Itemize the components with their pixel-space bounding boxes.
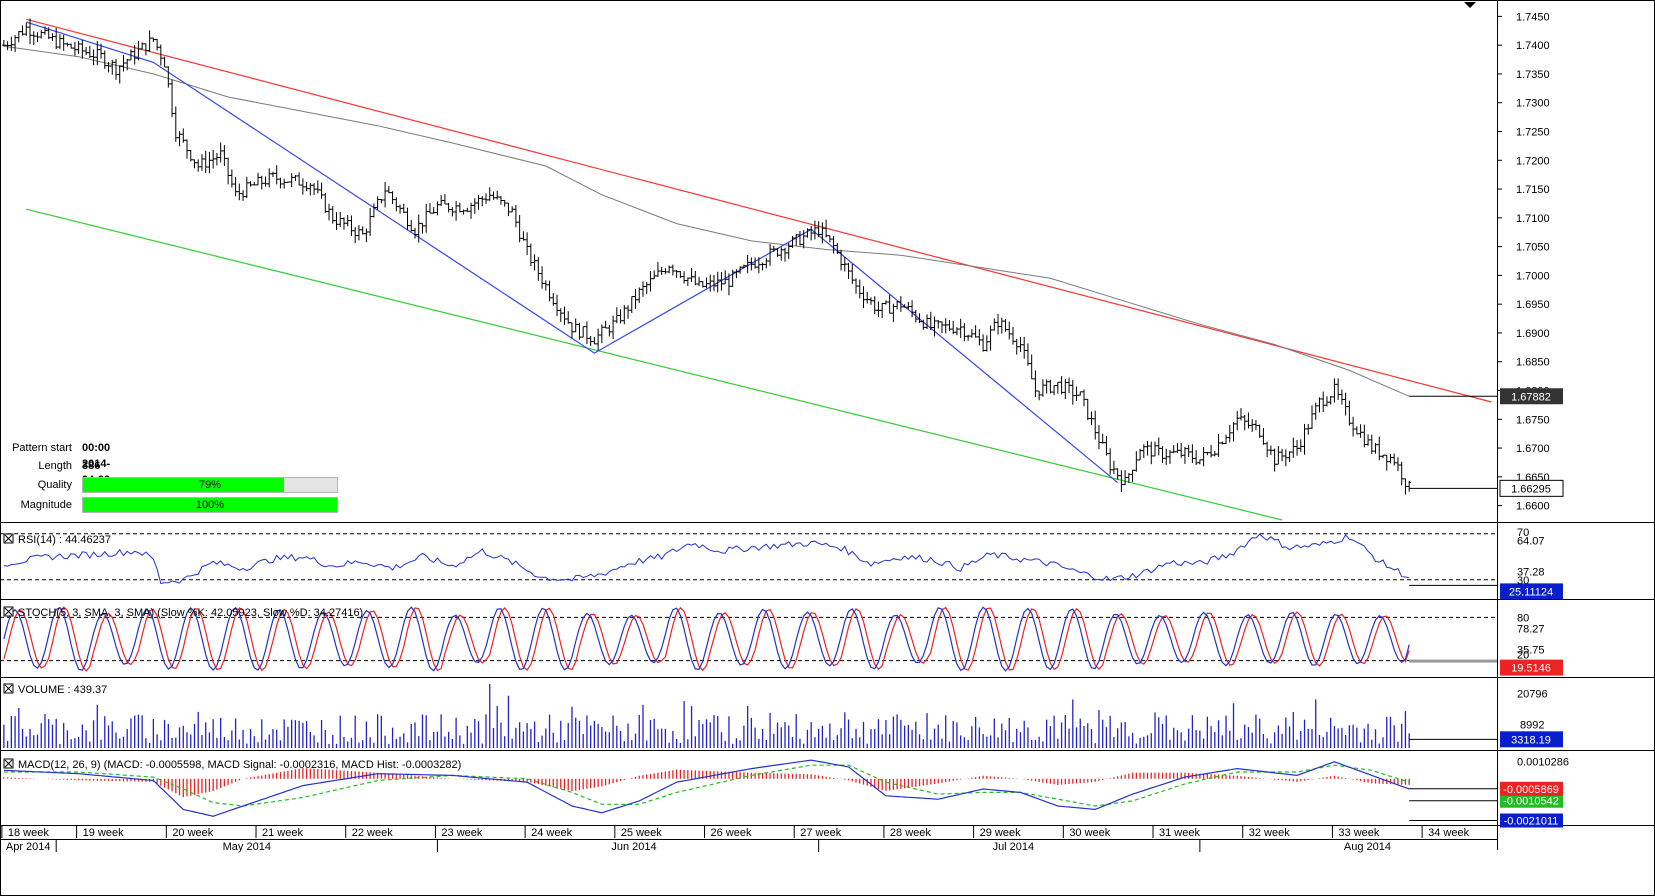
close-icon-stroke xyxy=(4,684,13,693)
magnitude-bar: 100% xyxy=(82,497,338,513)
week-label: 22 week xyxy=(352,827,393,839)
pattern-magnitude-label: Magnitude xyxy=(20,499,72,511)
month-label: May 2014 xyxy=(223,841,271,853)
price-tick-label: 1.6900 xyxy=(1516,328,1550,340)
macd-tick-label: 0.0010286 xyxy=(1517,756,1569,768)
price-bars xyxy=(1,18,1412,495)
rsi-tick-label: 64.07 xyxy=(1517,536,1545,548)
stoch-tick-label: 20 xyxy=(1517,650,1529,662)
rsi-tick-label: 70 xyxy=(1517,527,1529,539)
macd-line xyxy=(3,759,1410,817)
month-label: Aug 2014 xyxy=(1344,841,1391,853)
stoch-d-line xyxy=(3,606,1410,672)
month-label: Jun 2014 xyxy=(611,841,656,853)
volume-bars xyxy=(3,683,1410,748)
price-tick-label: 1.7100 xyxy=(1516,213,1550,225)
price-tick-label: 1.7400 xyxy=(1516,40,1550,52)
volume-tick-label: 20796 xyxy=(1517,689,1548,701)
quality-bar: 79% xyxy=(82,477,338,493)
macd-histogram xyxy=(3,768,1410,798)
macd-signal-line xyxy=(3,764,1410,807)
quality-value: 79% xyxy=(198,479,222,491)
price-tick-label: 1.6600 xyxy=(1516,501,1550,513)
volume-value-box xyxy=(1500,731,1563,748)
month-label: Apr 2014 xyxy=(6,841,51,853)
week-label: 24 week xyxy=(531,827,572,839)
week-label: 34 week xyxy=(1428,827,1469,839)
price-tick-label: 1.7300 xyxy=(1516,98,1550,110)
week-label: 29 week xyxy=(980,827,1021,839)
scroll-arrow-icon xyxy=(1464,2,1476,8)
price-tick-label: 1.7250 xyxy=(1516,127,1550,139)
quality-bar-fill xyxy=(83,478,284,492)
macd-value-box xyxy=(1500,793,1563,808)
week-label: 31 week xyxy=(1159,827,1200,839)
week-label: 21 week xyxy=(262,827,303,839)
magnitude-value: 100% xyxy=(195,499,225,511)
stoch-connector xyxy=(1409,659,1497,663)
price-tick-label: 1.6850 xyxy=(1516,357,1550,369)
close-icon-stroke xyxy=(4,759,13,768)
stoch-tick-label: 80 xyxy=(1517,612,1529,624)
stoch-value-label: 19.5146 xyxy=(1511,663,1551,675)
macd-value-box xyxy=(1500,813,1563,828)
macd-value-box xyxy=(1500,781,1563,796)
stoch-k-line xyxy=(3,606,1410,672)
close-icon-stroke xyxy=(4,534,13,543)
ma-value-box xyxy=(1500,388,1563,405)
week-label: 26 week xyxy=(711,827,752,839)
price-tick-label: 1.7000 xyxy=(1516,270,1550,282)
week-label: 18 week xyxy=(8,827,49,839)
week-label: 19 week xyxy=(83,827,124,839)
rsi-header: RSI(14) : 44.46237 xyxy=(18,534,111,546)
week-label: 32 week xyxy=(1249,827,1290,839)
week-label: 23 week xyxy=(441,827,482,839)
volume-tick-label: 8992 xyxy=(1520,719,1544,731)
price-tick-label: 1.6750 xyxy=(1516,414,1550,426)
resistance-trendline xyxy=(26,18,1492,403)
week-label: 20 week xyxy=(172,827,213,839)
rsi-line xyxy=(3,533,1410,584)
rsi-value-box xyxy=(1500,583,1563,600)
volume-header: VOLUME : 439.37 xyxy=(18,684,107,696)
price-tick-label: 1.7450 xyxy=(1516,11,1550,23)
month-label: Jul 2014 xyxy=(993,841,1035,853)
close-icon-stroke xyxy=(4,607,13,616)
price-tick-label: 1.7200 xyxy=(1516,155,1550,167)
close-value-box xyxy=(1499,479,1564,497)
price-tick-label: 1.6950 xyxy=(1516,299,1550,311)
price-tick-label: 1.6700 xyxy=(1516,443,1550,455)
week-label: 25 week xyxy=(621,827,662,839)
ma-value-label: 1.67882 xyxy=(1511,391,1551,403)
macd-value-label: -0.0010542 xyxy=(1503,796,1559,808)
stoch-tick-label: 35.75 xyxy=(1517,644,1545,656)
rsi-tick-label: 37.28 xyxy=(1517,566,1545,578)
stoch-header: STOCH(5, 3, SMA, 3, SMA) (Slow %K: 42.05… xyxy=(18,607,363,619)
stoch-value-box xyxy=(1500,659,1563,676)
zigzag-pattern-line xyxy=(26,21,1118,484)
macd-header: MACD(12, 26, 9) (MACD: -0.0005598, MACD … xyxy=(18,759,461,771)
price-tick-label: 1.7150 xyxy=(1516,184,1550,196)
week-label: 30 week xyxy=(1069,827,1110,839)
moving-average-line xyxy=(3,45,1410,397)
price-tick-label: 1.7350 xyxy=(1516,69,1550,81)
pattern-length-label: Length xyxy=(38,460,72,472)
week-label: 28 week xyxy=(890,827,931,839)
week-label: 27 week xyxy=(800,827,841,839)
pattern-quality-label: Quality xyxy=(37,479,72,491)
close-value-label: 1.66295 xyxy=(1511,483,1551,495)
week-label: 33 week xyxy=(1338,827,1379,839)
support-trendline xyxy=(26,208,1283,521)
volume-value-label: 3318.19 xyxy=(1511,734,1551,746)
macd-value-label: -0.0005869 xyxy=(1503,784,1559,796)
magnitude-bar-fill xyxy=(83,498,337,512)
pattern-start-label: Pattern start xyxy=(12,442,72,454)
rsi-value-label: 25.11124 xyxy=(1509,586,1553,598)
macd-value-label: -0.0021011 xyxy=(1504,816,1559,828)
price-tick-label: 1.7050 xyxy=(1516,242,1550,254)
stoch-tick-label: 78.27 xyxy=(1517,624,1545,636)
